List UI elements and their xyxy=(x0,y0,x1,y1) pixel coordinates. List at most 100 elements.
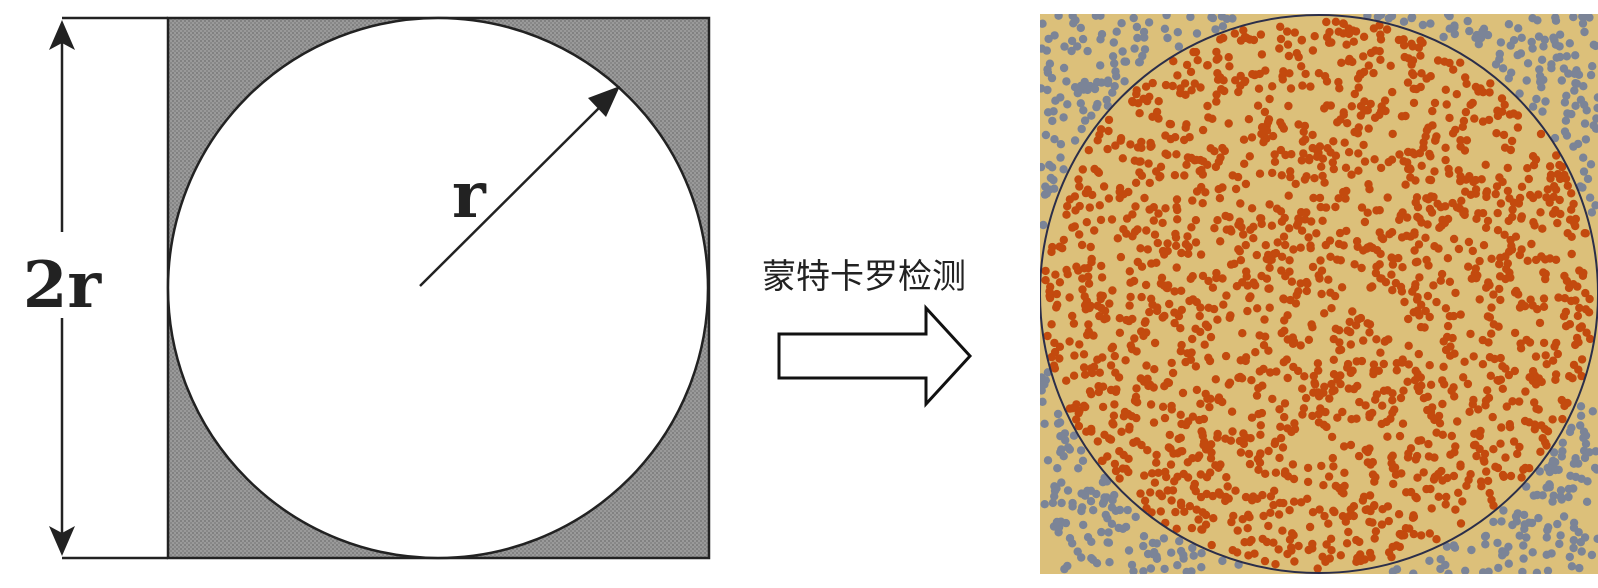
inside-point xyxy=(1206,454,1216,463)
inside-point xyxy=(1186,67,1196,77)
inside-point xyxy=(1322,101,1332,110)
process-label: 蒙特卡罗检测 xyxy=(762,257,966,297)
inside-point xyxy=(1546,174,1555,183)
inside-point xyxy=(1300,121,1310,131)
inside-point xyxy=(1284,191,1293,200)
inside-point xyxy=(1426,380,1436,389)
outside-point xyxy=(1175,537,1184,546)
inside-point xyxy=(1517,212,1527,221)
inside-point xyxy=(1119,190,1128,199)
inside-point xyxy=(1300,372,1309,381)
inside-point xyxy=(1302,286,1312,296)
inside-point xyxy=(1339,442,1349,451)
inside-point xyxy=(1195,415,1204,425)
inside-point xyxy=(1302,172,1311,181)
inside-point xyxy=(1150,365,1159,374)
inside-point xyxy=(1376,55,1385,64)
inside-point xyxy=(1086,301,1095,311)
inside-point xyxy=(1280,326,1289,335)
inside-point xyxy=(1308,130,1317,140)
inside-point xyxy=(1065,337,1074,346)
outside-point xyxy=(1211,25,1220,34)
radius-arrow-line xyxy=(419,101,606,287)
inside-point xyxy=(1202,473,1212,482)
inside-point xyxy=(1182,160,1191,169)
inside-point xyxy=(1555,160,1564,170)
inside-point xyxy=(1260,556,1270,566)
inside-point xyxy=(1214,463,1223,472)
inside-point xyxy=(1277,171,1287,180)
inside-point xyxy=(1206,144,1215,153)
inside-point xyxy=(1433,56,1443,65)
inside-point xyxy=(1515,193,1525,203)
inside-point xyxy=(1452,203,1462,212)
inside-point xyxy=(1548,209,1558,218)
outside-point xyxy=(1065,445,1075,454)
outside-point xyxy=(1504,74,1514,83)
inside-point xyxy=(1149,383,1158,392)
inside-point xyxy=(1068,404,1078,413)
outside-point xyxy=(1465,26,1474,36)
inside-point xyxy=(1580,229,1589,238)
inside-point xyxy=(1497,423,1506,432)
inside-point xyxy=(1137,143,1146,152)
outside-point xyxy=(1436,555,1445,564)
outside-point xyxy=(1159,534,1169,543)
inside-point xyxy=(1509,198,1519,207)
outside-point xyxy=(1564,484,1574,494)
outside-point xyxy=(1593,93,1598,102)
inside-point xyxy=(1309,193,1318,203)
inside-point xyxy=(1264,346,1273,355)
inside-point xyxy=(1196,399,1205,408)
inside-point xyxy=(1575,323,1585,333)
inside-point xyxy=(1363,208,1372,217)
inside-point xyxy=(1208,283,1218,292)
inside-point xyxy=(1236,448,1246,457)
outside-point xyxy=(1543,525,1552,535)
inside-point xyxy=(1096,215,1106,225)
inside-point xyxy=(1328,453,1338,463)
inside-point xyxy=(1485,88,1494,97)
inside-point xyxy=(1130,396,1140,405)
inside-point xyxy=(1047,320,1056,329)
inside-point xyxy=(1279,358,1289,367)
outside-point xyxy=(1048,163,1057,172)
outside-point xyxy=(1086,497,1096,506)
inside-point xyxy=(1508,205,1517,214)
inside-point xyxy=(1147,259,1156,268)
inside-point xyxy=(1185,133,1194,142)
inside-point xyxy=(1301,393,1311,403)
inside-point xyxy=(1176,498,1186,507)
outside-point xyxy=(1040,44,1046,53)
inside-point xyxy=(1523,164,1532,173)
outside-point xyxy=(1097,527,1106,537)
inside-point xyxy=(1093,437,1103,446)
inside-point xyxy=(1095,201,1105,210)
inside-point xyxy=(1221,211,1230,221)
inside-point xyxy=(1395,150,1404,159)
inside-point xyxy=(1212,97,1221,106)
outside-point xyxy=(1583,477,1592,486)
inside-point xyxy=(1539,294,1549,303)
inside-point xyxy=(1521,387,1530,396)
inside-point xyxy=(1296,341,1305,350)
inside-point xyxy=(1241,356,1250,366)
inside-point xyxy=(1371,46,1380,55)
inside-point xyxy=(1371,527,1381,536)
inside-point xyxy=(1087,390,1096,399)
outside-point xyxy=(1467,545,1476,555)
outside-point xyxy=(1068,498,1077,508)
inside-point xyxy=(1233,526,1242,535)
inside-point xyxy=(1380,96,1390,105)
outside-point xyxy=(1495,55,1504,64)
inside-point xyxy=(1316,256,1325,265)
outside-point xyxy=(1580,100,1589,110)
outside-point xyxy=(1535,65,1544,74)
inside-point xyxy=(1400,297,1409,307)
inside-point xyxy=(1466,329,1475,339)
inside-point xyxy=(1126,341,1136,350)
inside-point xyxy=(1489,290,1498,299)
inside-point xyxy=(1288,460,1298,469)
outside-point xyxy=(1538,491,1547,500)
inside-point xyxy=(1137,292,1146,302)
